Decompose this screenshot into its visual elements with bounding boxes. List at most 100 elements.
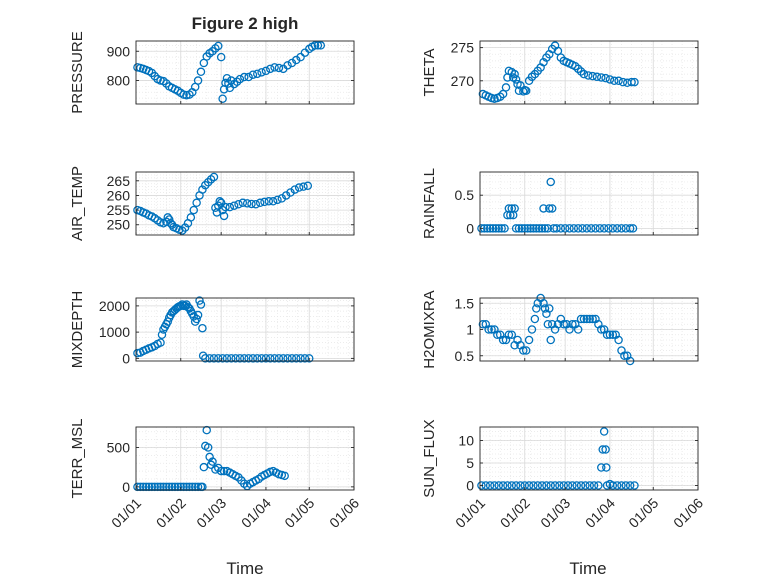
y-tick-label: 265 xyxy=(107,173,131,189)
data-point xyxy=(519,346,528,355)
data-point xyxy=(157,330,167,339)
data-point xyxy=(516,481,525,490)
y-tick-label: 270 xyxy=(451,73,475,89)
data-point xyxy=(578,224,587,233)
data-point xyxy=(248,70,258,79)
data-point xyxy=(529,224,538,233)
y-tick-label: 0 xyxy=(466,220,474,236)
axes-box xyxy=(135,171,355,236)
data-point xyxy=(477,224,486,233)
data-point xyxy=(573,325,583,334)
data-point xyxy=(608,224,618,233)
data-point xyxy=(568,481,577,490)
data-point xyxy=(605,330,615,339)
data-point xyxy=(582,224,592,233)
data-point xyxy=(599,224,609,233)
y-tick-label: 0 xyxy=(466,478,474,494)
data-point xyxy=(546,335,555,345)
data-point xyxy=(216,466,226,476)
data-point xyxy=(565,224,574,233)
data-point xyxy=(537,481,547,490)
data-point xyxy=(539,298,548,308)
x-axis-label-right: Time xyxy=(569,559,606,578)
data-point xyxy=(316,41,326,50)
subplot-mixdepth: 0 1000 2000 MIXDEPTH xyxy=(69,291,355,369)
data-point xyxy=(266,64,275,74)
data-point xyxy=(550,481,560,490)
data-point xyxy=(164,482,174,492)
data-point xyxy=(504,330,514,339)
data-point xyxy=(585,314,594,324)
data-point xyxy=(589,481,599,490)
x-tick-label: 01/01 xyxy=(452,495,488,531)
data-point xyxy=(540,224,550,233)
x-tick-label: 01/03 xyxy=(193,495,229,531)
data-point xyxy=(244,354,253,363)
data-point xyxy=(514,224,524,233)
data-point xyxy=(156,338,165,347)
data-point xyxy=(222,73,232,83)
y-axis-label: AIR_TEMP xyxy=(69,166,86,241)
data-point xyxy=(251,199,261,209)
y-tick-label: 10 xyxy=(458,433,474,449)
axes-box xyxy=(479,171,699,236)
data-point xyxy=(520,224,530,233)
data-point xyxy=(188,482,197,492)
data-point xyxy=(572,481,581,490)
data-point xyxy=(240,354,249,363)
x-tick-label: 01/02 xyxy=(153,495,189,531)
data-point xyxy=(628,224,638,233)
data-point xyxy=(546,481,555,490)
data-point xyxy=(524,481,534,490)
data-point xyxy=(186,213,196,222)
data-point xyxy=(498,335,508,345)
data-point xyxy=(133,482,142,492)
data-point xyxy=(257,354,266,363)
data-point xyxy=(153,482,162,492)
data-point xyxy=(287,354,297,363)
data-point xyxy=(195,296,204,305)
y-tick-label: 1.5 xyxy=(455,295,475,311)
data-point xyxy=(556,224,566,233)
data-point xyxy=(182,482,191,492)
data-point xyxy=(235,354,245,363)
y-axis-label: MIXDEPTH xyxy=(69,291,86,369)
data-point xyxy=(493,330,502,339)
data-point xyxy=(229,201,239,210)
data-point xyxy=(579,314,589,324)
data-point xyxy=(540,304,550,313)
data-point xyxy=(138,482,148,492)
data-point xyxy=(255,198,265,208)
data-point xyxy=(221,202,230,212)
data-point xyxy=(193,482,203,492)
data-point xyxy=(507,330,517,339)
data-point xyxy=(159,482,168,492)
data-point xyxy=(156,482,165,492)
data-point xyxy=(597,73,606,82)
data-point xyxy=(248,354,258,363)
data-point xyxy=(253,354,262,363)
data-point xyxy=(559,481,568,490)
y-tick-label: 1 xyxy=(466,322,474,338)
data-point xyxy=(569,224,579,233)
data-point xyxy=(491,224,501,233)
data-point xyxy=(526,224,535,233)
data-point xyxy=(170,482,180,492)
data-point xyxy=(617,224,626,233)
y-tick-label: 0.5 xyxy=(455,348,475,364)
data-point xyxy=(547,204,557,213)
data-point xyxy=(517,224,527,233)
data-point xyxy=(490,481,499,490)
data-point xyxy=(219,211,229,221)
data-point xyxy=(478,319,488,329)
data-point xyxy=(261,66,271,76)
data-point xyxy=(576,481,586,490)
x-tick-label: 01/03 xyxy=(537,495,573,531)
data-point xyxy=(599,427,609,436)
y-axis-label: PRESSURE xyxy=(69,31,86,114)
data-point xyxy=(498,481,508,490)
data-point xyxy=(274,354,284,363)
